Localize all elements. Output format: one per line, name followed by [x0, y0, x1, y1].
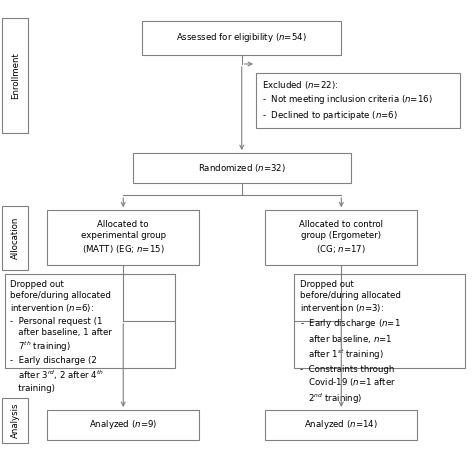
FancyBboxPatch shape: [265, 410, 417, 440]
FancyBboxPatch shape: [5, 274, 175, 368]
Text: Analyzed ($n$=9): Analyzed ($n$=9): [89, 418, 157, 431]
Text: Excluded ($n$=22):
-  Not meeting inclusion criteria ($n$=16)
-  Declined to par: Excluded ($n$=22): - Not meeting inclusi…: [262, 79, 432, 122]
FancyBboxPatch shape: [256, 73, 460, 128]
Text: Analysis: Analysis: [11, 403, 20, 438]
Text: Dropped out
before/during allocated
intervention ($n$=3):
-  Early discharge ($n: Dropped out before/during allocated inte…: [300, 280, 401, 406]
Text: Allocation: Allocation: [11, 217, 20, 259]
FancyBboxPatch shape: [2, 18, 28, 133]
FancyBboxPatch shape: [265, 210, 417, 265]
FancyBboxPatch shape: [142, 21, 341, 55]
FancyBboxPatch shape: [294, 274, 465, 368]
FancyBboxPatch shape: [47, 210, 199, 265]
Text: Dropped out
before/during allocated
intervention ($n$=6):
-  Personal request (1: Dropped out before/during allocated inte…: [10, 280, 112, 393]
FancyBboxPatch shape: [2, 398, 28, 443]
FancyBboxPatch shape: [47, 410, 199, 440]
Text: Assessed for eligibility ($n$=54): Assessed for eligibility ($n$=54): [176, 31, 307, 44]
FancyBboxPatch shape: [2, 206, 28, 270]
Text: Allocated to control
group (Ergometer)
(CG; $n$=17): Allocated to control group (Ergometer) (…: [299, 220, 383, 255]
FancyBboxPatch shape: [133, 153, 351, 183]
Text: Analyzed ($n$=14): Analyzed ($n$=14): [304, 418, 378, 431]
Text: Allocated to
experimental group
(MATT) (EG; $n$=15): Allocated to experimental group (MATT) (…: [81, 220, 166, 255]
Text: Randomized ($n$=32): Randomized ($n$=32): [198, 162, 286, 174]
Text: Enrollment: Enrollment: [11, 52, 20, 99]
